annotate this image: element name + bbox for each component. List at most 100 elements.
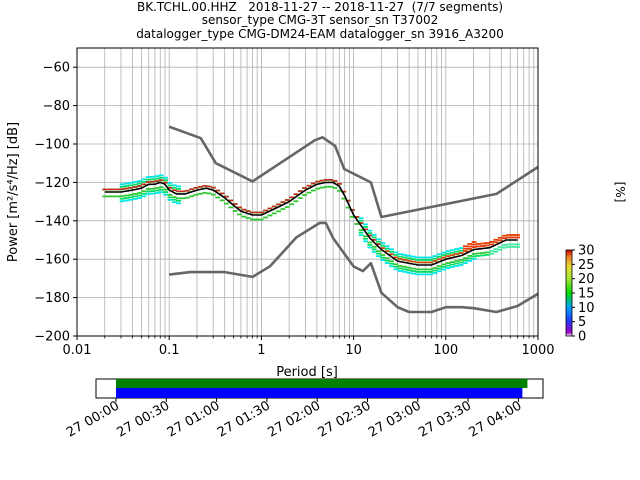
- density-cell: [445, 250, 451, 253]
- density-cell: [467, 245, 473, 248]
- density-cell: [436, 267, 442, 270]
- density-cell: [402, 256, 407, 259]
- density-cell: [402, 270, 407, 273]
- density-cell: [432, 272, 438, 274]
- density-cell: [376, 240, 381, 243]
- density-cell: [380, 244, 386, 247]
- density-cell: [371, 245, 377, 248]
- density-cell: [397, 255, 403, 258]
- density-cell: [441, 256, 447, 259]
- density-cell: [128, 193, 134, 196]
- density-cell: [450, 261, 455, 263]
- density-cell: [458, 259, 464, 261]
- density-cell: [441, 268, 447, 271]
- density-cell: [128, 187, 134, 189]
- density-cell: [154, 175, 160, 177]
- density-cell: [480, 242, 486, 245]
- density-cell: [167, 194, 173, 196]
- density-cell: [106, 188, 112, 191]
- density-cell: [389, 253, 394, 255]
- density-cell: [384, 250, 390, 252]
- x-tick-label: 100: [433, 343, 458, 358]
- timeline-tick-label: 27 00:00: [64, 398, 122, 440]
- density-cell: [445, 264, 451, 267]
- density-cell: [150, 190, 155, 193]
- density-cell: [297, 197, 303, 199]
- density-cell: [406, 266, 412, 269]
- density-cell: [406, 259, 412, 262]
- density-cell: [467, 248, 473, 250]
- density-cell: [289, 196, 294, 199]
- density-cell: [371, 239, 377, 241]
- density-cell: [393, 256, 399, 259]
- density-cell: [158, 188, 164, 191]
- density-cell: [315, 180, 321, 183]
- density-cell: [132, 181, 138, 183]
- density-cell: [454, 262, 460, 265]
- density-cell: [402, 259, 407, 261]
- density-cell: [367, 241, 373, 244]
- plot-frame: [76, 47, 539, 337]
- density-cell: [219, 192, 225, 195]
- density-cell: [441, 263, 447, 266]
- density-cell: [415, 259, 420, 261]
- density-cell: [371, 250, 377, 253]
- density-cell: [402, 268, 407, 271]
- density-cell: [250, 211, 255, 214]
- density-cell: [258, 218, 264, 221]
- density-cell: [310, 189, 316, 192]
- density-cell: [167, 187, 173, 189]
- density-cell: [376, 250, 381, 253]
- density-cell: [293, 193, 299, 195]
- density-cell: [419, 273, 425, 276]
- density-cell: [245, 217, 251, 219]
- density-cell: [467, 243, 473, 245]
- density-cell: [454, 253, 460, 255]
- density-cell: [176, 188, 181, 190]
- density-cell: [167, 199, 173, 201]
- density-cell: [493, 241, 499, 243]
- density-cell: [397, 270, 403, 272]
- density-cell: [154, 189, 160, 192]
- density-cell: [137, 180, 142, 182]
- density-cell: [354, 223, 360, 225]
- density-cell: [363, 240, 368, 243]
- density-cell: [393, 265, 399, 268]
- timeline-tick-label: 27 03:00: [366, 398, 424, 440]
- density-cell: [436, 270, 442, 273]
- density-cell: [428, 256, 433, 259]
- density-cell: [154, 192, 160, 194]
- density-cell: [341, 197, 347, 200]
- density-cell: [423, 273, 429, 276]
- density-cell: [497, 236, 503, 239]
- y-tick-label: −60: [43, 61, 70, 76]
- chart-title-line-1: BK.TCHL.00.HHZ 2018-11-27 -- 2018-11-27 …: [136, 0, 503, 14]
- density-cell: [150, 178, 155, 181]
- density-cell: [445, 255, 451, 257]
- density-cell: [111, 188, 116, 191]
- chart-title-line-2: sensor_type CMG-3T sensor_sn T37002: [201, 13, 439, 27]
- density-cell: [158, 191, 164, 194]
- density-cell: [450, 266, 455, 268]
- density-cell: [132, 186, 138, 188]
- y-tick-label: −200: [34, 330, 70, 345]
- density-cell: [463, 250, 468, 252]
- density-cell: [345, 206, 351, 209]
- density-cell: [436, 258, 442, 260]
- density-cell: [354, 216, 360, 218]
- density-cell: [467, 257, 473, 260]
- density-cell: [510, 236, 516, 239]
- density-cell: [423, 256, 429, 259]
- density-cell: [167, 182, 173, 184]
- density-cell: [145, 193, 151, 195]
- density-cell: [410, 255, 416, 258]
- y-tick-label: −140: [34, 214, 70, 229]
- density-cell: [397, 267, 403, 270]
- density-cell: [480, 252, 486, 254]
- density-cell: [358, 234, 364, 236]
- density-cell: [410, 270, 416, 272]
- density-cell: [224, 195, 229, 198]
- density-cell: [436, 253, 442, 256]
- density-cell: [445, 252, 451, 255]
